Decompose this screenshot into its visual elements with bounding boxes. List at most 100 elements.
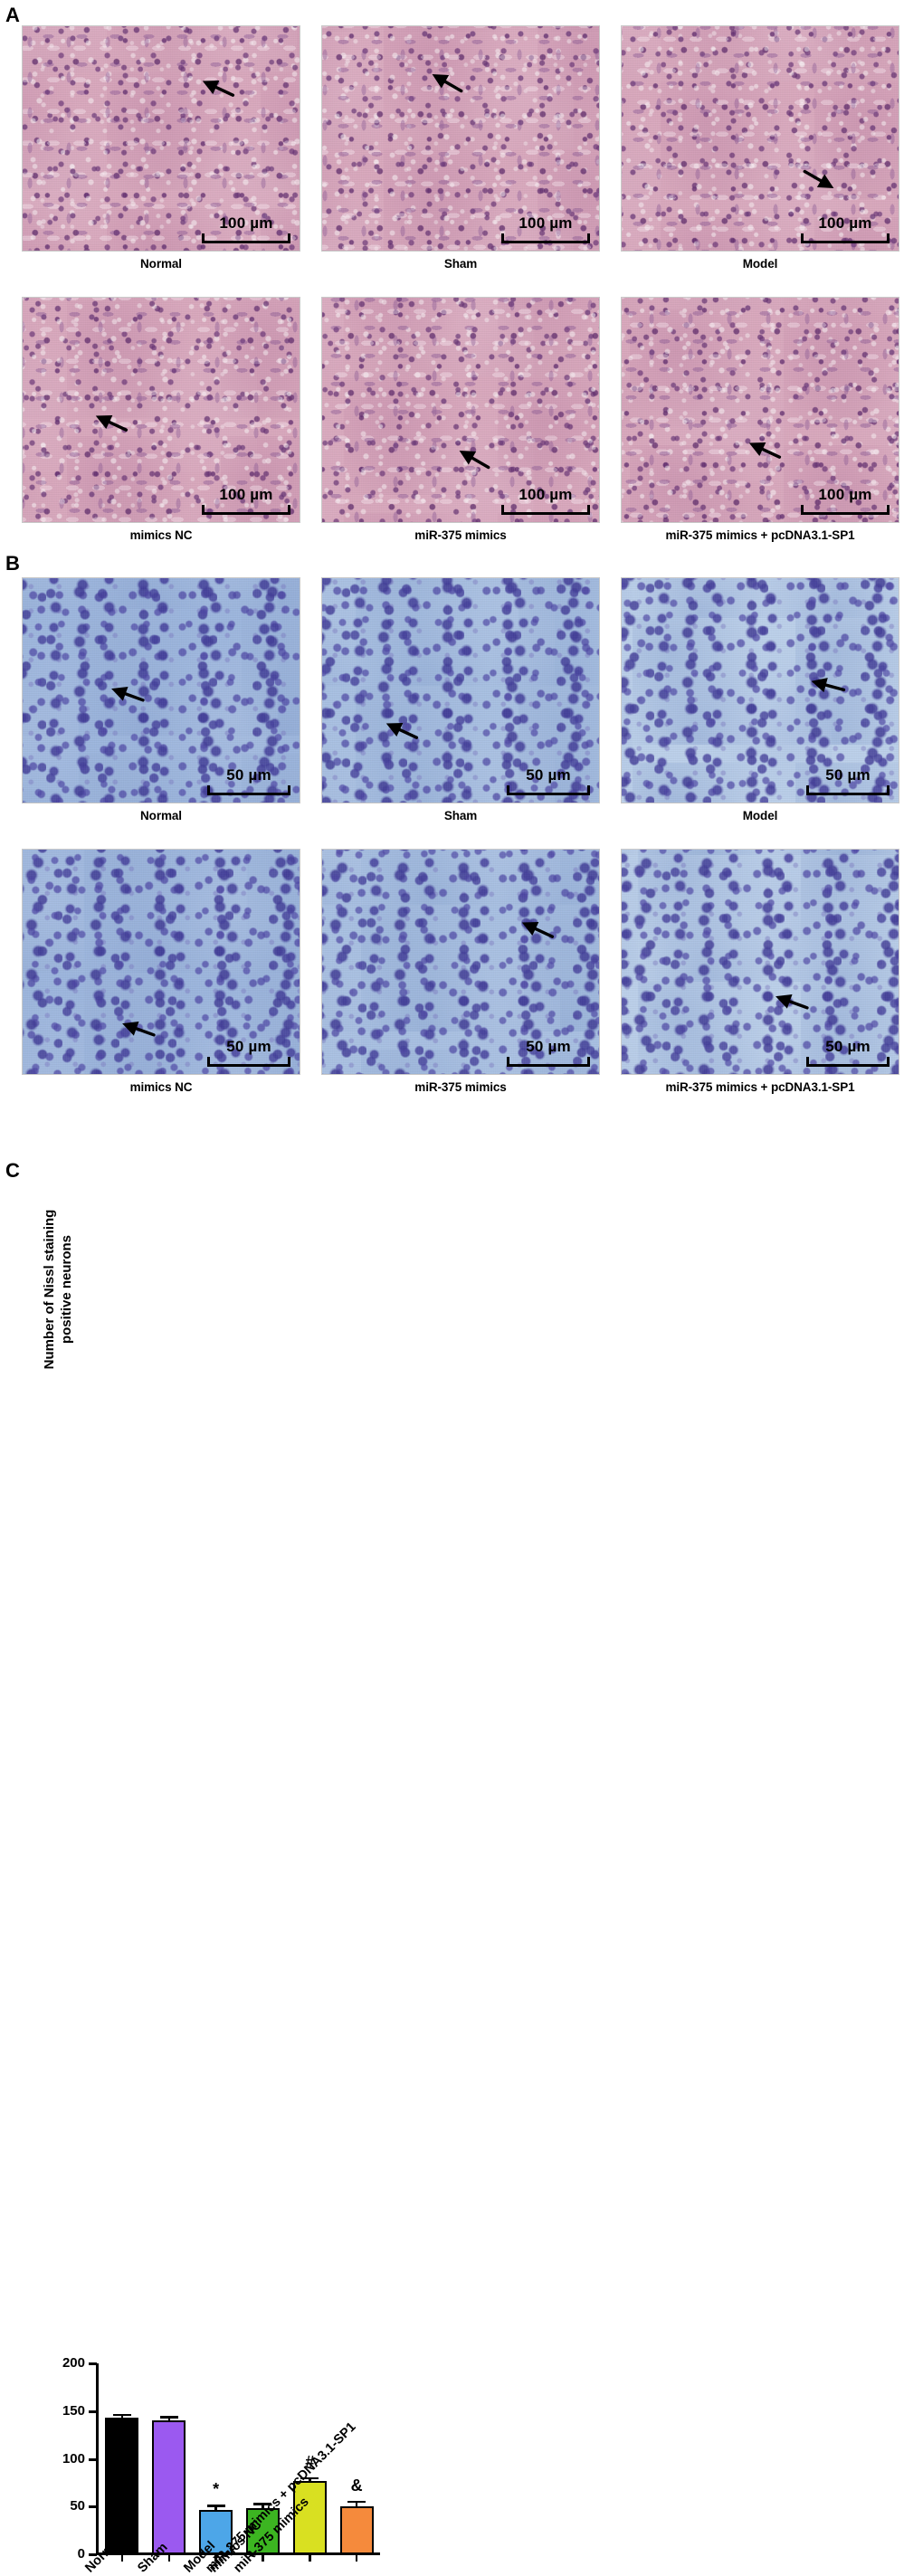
- tissue-grain-layer: [23, 578, 300, 803]
- scale-bar-line: [202, 505, 290, 515]
- nissl-stain-image: 50 µm: [621, 577, 899, 803]
- scale-bar-label: 100 µm: [219, 214, 273, 232]
- chart-error-cap: [206, 2505, 225, 2507]
- tissue-grain-layer: [322, 298, 599, 522]
- tissue-fiber-layer: [322, 26, 599, 251]
- chart-bar[interactable]: [152, 2420, 186, 2554]
- micrograph-label: Model: [742, 809, 778, 822]
- scale-bar-line: [801, 233, 890, 243]
- scale-bar-label: 100 µm: [219, 486, 273, 503]
- tissue-grain-layer: [622, 298, 899, 522]
- micrograph-label: Sham: [443, 809, 478, 822]
- micrograph-cell: 100 µm mimics NC: [22, 297, 300, 543]
- micrograph-cell: 50 µm Sham: [321, 577, 600, 823]
- nissl-stain-image: 50 µm: [22, 577, 300, 803]
- micrograph-label: miR-375 mimics + pcDNA3.1-SP1: [665, 528, 855, 542]
- micrograph-label: miR-375 mimics: [414, 528, 507, 542]
- scale-bar-label: 100 µm: [818, 214, 872, 232]
- nissl-stain-image: 50 µm: [321, 577, 600, 803]
- tissue-cell-layer: [23, 850, 300, 1074]
- scale-bar: 100 µm: [801, 487, 890, 515]
- chart-x-tick: [214, 2555, 217, 2562]
- scale-bar-line: [507, 785, 590, 795]
- chart-y-tick: [89, 2362, 97, 2365]
- scale-bar-label: 50 µm: [825, 1038, 871, 1055]
- micrograph-cell: 100 µm miR-375 mimics + pcDNA3.1-SP1: [621, 297, 899, 543]
- tissue-cell-layer: [322, 578, 599, 803]
- he-stain-image: 100 µm: [321, 25, 600, 252]
- chart-y-tick: [89, 2410, 97, 2413]
- micrograph-cell: 50 µm Normal: [22, 577, 300, 823]
- pointer-arrow-icon: [774, 984, 812, 1022]
- micrograph-cell: 50 µm mimics NC: [22, 849, 300, 1095]
- tissue-grain-layer: [322, 850, 599, 1074]
- tissue-cell-layer: [622, 26, 899, 251]
- micrograph-cell: 100 µm Sham: [321, 25, 600, 271]
- chart-error-cap: [347, 2500, 366, 2504]
- he-stain-image: 100 µm: [22, 25, 300, 252]
- micrograph-cell: 100 µm Model: [621, 25, 899, 271]
- scale-bar: 100 µm: [501, 487, 590, 515]
- scale-bar-label: 50 µm: [526, 1038, 571, 1055]
- scale-bar-line: [207, 785, 290, 795]
- pointer-arrow-icon: [810, 667, 848, 705]
- chart-x-tick: [167, 2555, 171, 2562]
- scale-bar: 100 µm: [801, 215, 890, 243]
- scale-bar: 50 µm: [507, 767, 590, 795]
- nissl-stain-image: 50 µm: [321, 849, 600, 1075]
- micrograph-label: Sham: [443, 257, 478, 271]
- chart-bar[interactable]: [105, 2418, 139, 2554]
- micrograph-label: Normal: [140, 257, 182, 271]
- tissue-cell-layer: [23, 298, 300, 522]
- he-stain-image: 100 µm: [321, 297, 600, 523]
- chart-x-tick: [309, 2555, 311, 2562]
- chart-y-tick-label: 0: [77, 2546, 85, 2562]
- scale-bar-label: 100 µm: [818, 486, 872, 503]
- chart-error-cap: [159, 2416, 178, 2419]
- scale-bar-label: 50 µm: [825, 766, 871, 784]
- scale-bar-label: 100 µm: [519, 214, 573, 232]
- tissue-fiber-layer: [23, 26, 300, 251]
- nissl-stain-image: 50 µm: [621, 849, 899, 1075]
- micrograph-label: miR-375 mimics + pcDNA3.1-SP1: [665, 1080, 855, 1094]
- chart-significance-marker: &: [350, 2476, 363, 2495]
- scale-bar: 100 µm: [501, 215, 590, 243]
- tissue-cell-layer: [622, 298, 899, 522]
- scale-bar-label: 100 µm: [519, 486, 573, 503]
- micrograph-label: Normal: [140, 809, 182, 822]
- scale-bar-label: 50 µm: [526, 766, 571, 784]
- tissue-grain-layer: [622, 26, 899, 251]
- chart-bar[interactable]: [339, 2506, 374, 2554]
- micrograph-label: mimics NC: [129, 528, 193, 542]
- tissue-grain-layer: [23, 850, 300, 1074]
- tissue-grain-layer: [23, 298, 300, 522]
- chart-x-tick: [355, 2555, 358, 2562]
- panel-c-letter: C: [5, 1159, 20, 1182]
- chart-y-tick-label: 100: [62, 2450, 85, 2467]
- nissl-bar-chart: 0 50 100 150 200 * # & Normal Sham Model mimics N…: [0, 1176, 923, 2576]
- scale-bar: 50 µm: [207, 767, 290, 795]
- scale-bar: 50 µm: [806, 767, 890, 795]
- chart-error-cap: [112, 2413, 131, 2417]
- panel-a-row-2: 100 µm mimics NC 100 µm miR-375 mimics 100 µ…: [22, 297, 901, 543]
- tissue-grain-layer: [622, 578, 899, 803]
- tissue-fiber-layer: [322, 298, 599, 522]
- tissue-fiber-layer: [23, 298, 300, 522]
- micrograph-cell: 100 µm Normal: [22, 25, 300, 271]
- micrograph-label: Model: [742, 257, 778, 271]
- he-stain-image: 100 µm: [621, 297, 899, 523]
- tissue-cell-layer: [322, 850, 599, 1074]
- pointer-arrow-icon: [93, 404, 131, 442]
- micrograph-label: miR-375 mimics: [414, 1080, 507, 1094]
- scale-bar-line: [806, 785, 890, 795]
- panel-a-row-1: 100 µm Normal 100 µm Sham 100 µm Model: [22, 25, 901, 271]
- chart-y-tick-label: 200: [62, 2355, 85, 2371]
- chart-y-tick-label: 150: [62, 2402, 85, 2419]
- he-stain-image: 100 µm: [621, 25, 899, 252]
- pointer-arrow-icon: [429, 64, 467, 102]
- scale-bar-line: [202, 233, 290, 243]
- tissue-cell-layer: [622, 578, 899, 803]
- scale-bar-line: [801, 505, 890, 515]
- pointer-arrow-icon: [200, 70, 238, 108]
- chart-significance-marker: *: [213, 2480, 220, 2499]
